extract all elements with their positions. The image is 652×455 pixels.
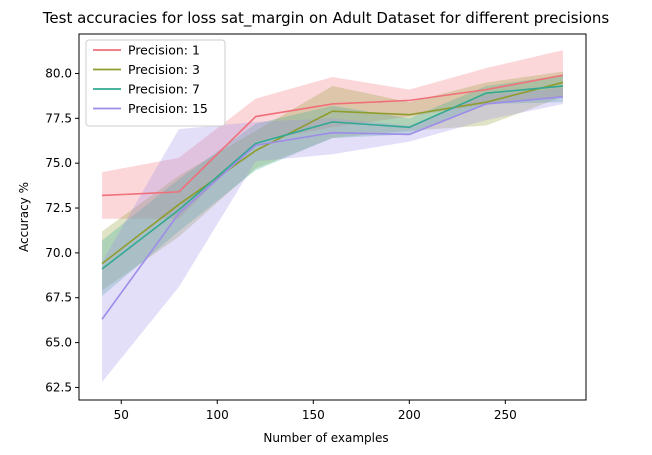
y-tick-label: 65.0 xyxy=(45,336,72,350)
x-tick-label: 200 xyxy=(398,408,421,422)
y-tick-label: 75.0 xyxy=(45,156,72,170)
chart-title: Test accuracies for loss sat_margin on A… xyxy=(42,9,610,28)
y-tick-label: 70.0 xyxy=(45,246,72,260)
x-axis-label: Number of examples xyxy=(263,431,388,445)
y-tick-label: 67.5 xyxy=(45,291,72,305)
x-axis: 50 100 150 200 250 xyxy=(114,400,517,422)
line-series-2 xyxy=(101,81,564,265)
band-series-2 xyxy=(102,71,563,291)
line-series-1 xyxy=(102,74,564,197)
legend-label-3: Precision: 7 xyxy=(128,82,200,97)
y-axis: 62.5 65.0 67.5 70.0 72.5 75.0 77.5 80.0 xyxy=(45,66,79,394)
y-axis-label: Accuracy % xyxy=(17,182,31,252)
legend-box xyxy=(85,39,226,127)
line-series-4 xyxy=(101,95,564,320)
legend-label-1: Precision: 1 xyxy=(128,43,200,58)
y-tick-label: 80.0 xyxy=(45,66,72,80)
plot-frame xyxy=(78,33,587,401)
series-lines xyxy=(101,74,564,320)
legend-label-2: Precision: 3 xyxy=(128,62,200,77)
y-tick-label: 62.5 xyxy=(45,380,72,394)
legend-label-4: Precision: 15 xyxy=(128,101,208,116)
x-tick-label: 50 xyxy=(114,408,129,422)
band-series-4 xyxy=(102,87,563,383)
legend: Precision: 1 Precision: 3 Precision: 7 Prec… xyxy=(85,39,226,127)
y-tick-label: 77.5 xyxy=(45,111,72,125)
line-series-3 xyxy=(101,85,564,270)
x-tick-label: 150 xyxy=(302,408,325,422)
y-tick-label: 72.5 xyxy=(45,201,72,215)
x-tick-label: 250 xyxy=(494,408,517,422)
band-series-3 xyxy=(102,75,563,296)
x-tick-label: 100 xyxy=(206,408,229,422)
